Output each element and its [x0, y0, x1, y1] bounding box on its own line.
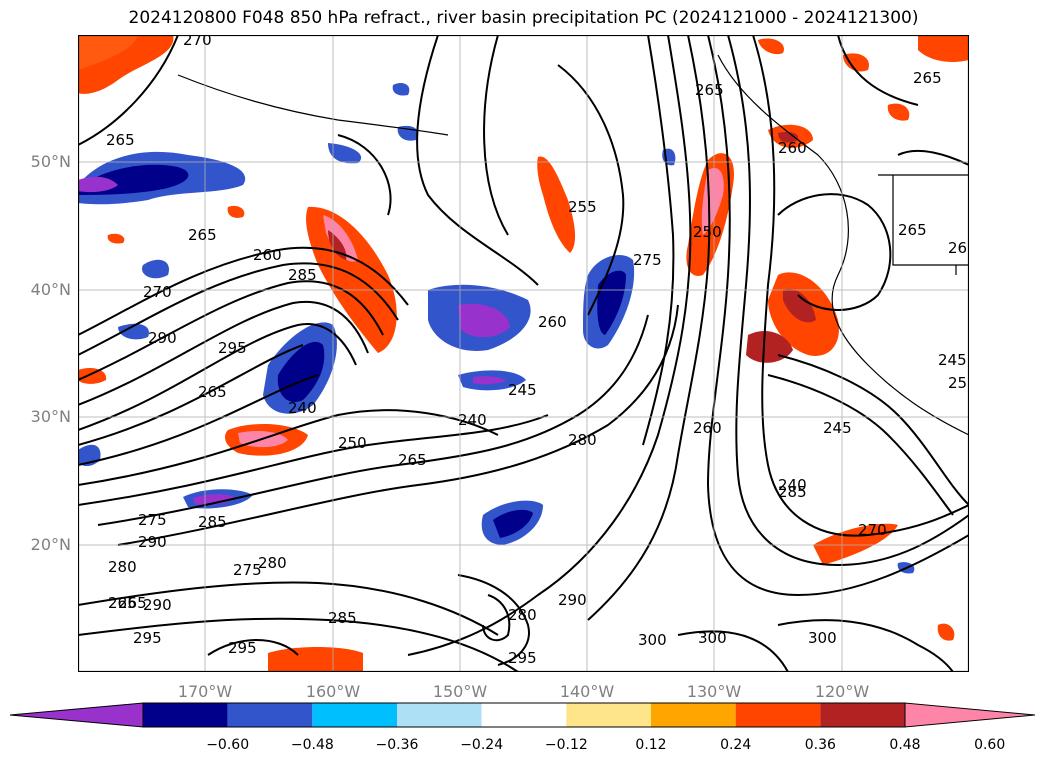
contour-label: 245 — [508, 381, 537, 399]
lat-label-40n: 40°N — [30, 280, 71, 299]
colorbar-cell — [312, 703, 397, 727]
contour-label: 300 — [698, 629, 727, 647]
contour-label: 295 — [228, 639, 257, 657]
refractivity-contours — [78, 35, 969, 672]
colorbar-tick-label: −0.36 — [375, 737, 419, 753]
colorbar-tick-label: 0.36 — [804, 737, 836, 753]
contour-label: 275 — [138, 511, 167, 529]
colorbar-cell — [820, 703, 905, 727]
lon-label-140w: 140°W — [559, 682, 615, 701]
contour-label: 265 — [898, 221, 927, 239]
contour-label: 265 — [695, 81, 724, 99]
contour-label: 255 — [568, 198, 597, 216]
contour-label: 280 — [508, 606, 537, 624]
contour-label: 265 — [188, 226, 217, 244]
lon-label-150w: 150°W — [432, 682, 488, 701]
colorbar-cell — [735, 703, 821, 727]
contour-label: 285 — [198, 513, 227, 531]
colorbar-frame — [142, 702, 906, 728]
colorbar-tick-label: −0.48 — [290, 737, 334, 753]
map-title: 2024120800 F048 850 hPa refract., river … — [128, 8, 919, 28]
colorbar-cell — [566, 703, 651, 727]
contour-label: 295 — [508, 649, 537, 667]
colorbar-cell — [651, 703, 736, 727]
contour-label: 300 — [808, 629, 837, 647]
colorbar — [10, 702, 1036, 728]
colorbar-tick-label: 0.24 — [720, 737, 752, 753]
colorbar-cell — [397, 703, 482, 727]
contour-label: 250 — [338, 434, 367, 452]
contour-label: 285 — [328, 609, 357, 627]
contour-label: 280 — [108, 558, 137, 576]
colorbar-cell — [481, 703, 567, 727]
contour-labels: 2702652652652552602602652702852652752902… — [106, 35, 969, 667]
contour-label: 295 — [133, 629, 162, 647]
colorbar-tick-label: −0.12 — [544, 737, 588, 753]
contour-label: 290 — [558, 591, 587, 609]
colorbar-tick-label: 0.12 — [635, 737, 667, 753]
contour-label: 270 — [858, 521, 887, 539]
contour-label: 260 — [538, 313, 567, 331]
lon-label-130w: 130°W — [686, 682, 742, 701]
lat-label-20n: 20°N — [30, 535, 71, 554]
contour-label: 240 — [288, 399, 317, 417]
contour-label: 275 — [233, 561, 262, 579]
contour-label: 260 — [693, 419, 722, 437]
graticule — [78, 35, 969, 672]
lat-label-30n: 30°N — [30, 407, 71, 426]
lon-label-160w: 160°W — [305, 682, 361, 701]
contour-label: 295 — [218, 339, 247, 357]
contour-label: 290 — [138, 533, 167, 551]
contour-label: 265 — [913, 69, 942, 87]
contour-label: 265 — [108, 594, 137, 612]
coastlines — [177, 54, 969, 436]
colorbar-tick-label: −0.24 — [460, 737, 504, 753]
lat-label-50n: 50°N — [30, 152, 71, 171]
colorbar-extend-max — [904, 702, 1036, 728]
colorbar-cell — [143, 703, 228, 727]
contour-label: 280 — [258, 554, 287, 572]
lon-label-170w: 170°W — [177, 682, 233, 701]
map-frame — [78, 35, 969, 672]
contour-label: 265 — [118, 594, 147, 612]
colorbar-cell — [227, 703, 313, 727]
map-panel: 2702652652652552602602652702852652752902… — [78, 35, 969, 672]
colorbar-tick-label: −0.60 — [206, 737, 250, 753]
contour-label: 270 — [143, 283, 172, 301]
contour-label: 275 — [633, 251, 662, 269]
contour-label: 265 — [948, 239, 969, 257]
contour-label: 290 — [148, 329, 177, 347]
map-background — [78, 35, 969, 672]
contour-label: 240 — [458, 411, 487, 429]
colorbar-extend-min — [10, 702, 144, 728]
contour-label: 265 — [198, 383, 227, 401]
contour-label: 300 — [638, 631, 667, 649]
contour-label: 260 — [253, 246, 282, 264]
contour-label: 285 — [778, 483, 807, 501]
lon-label-120w: 120°W — [814, 682, 870, 701]
contour-label: 285 — [288, 266, 317, 284]
contour-label: 270 — [183, 35, 212, 49]
contour-label: 240 — [778, 476, 807, 494]
contour-label: 280 — [568, 431, 597, 449]
contour-label: 245 — [938, 351, 967, 369]
contour-label: 245 — [823, 419, 852, 437]
contour-label: 265 — [106, 131, 135, 149]
contour-label: 260 — [778, 139, 807, 157]
colorbar-tick-label: 0.48 — [889, 737, 921, 753]
contour-label: 250 — [948, 374, 969, 392]
colorbar-tick-label: 0.60 — [974, 737, 1006, 753]
contour-label: 265 — [398, 451, 427, 469]
contour-label: 250 — [693, 223, 722, 241]
precip-shading — [78, 35, 969, 672]
contour-label: 290 — [143, 596, 172, 614]
